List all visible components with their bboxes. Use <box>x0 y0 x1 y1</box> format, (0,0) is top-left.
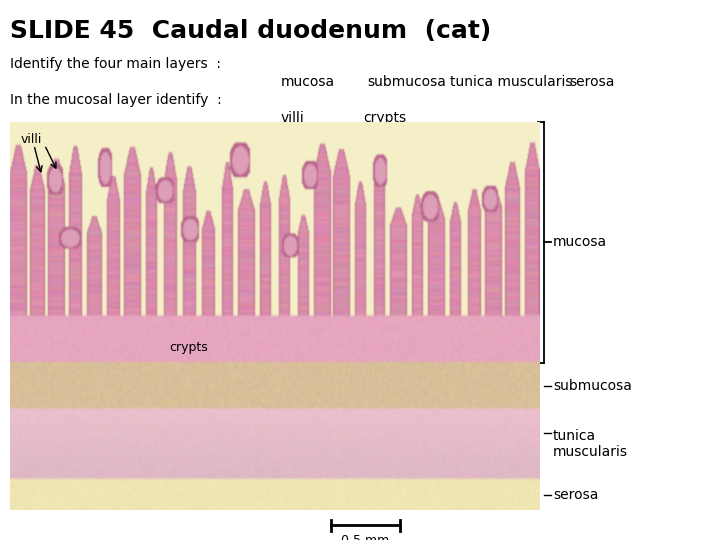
Text: submucosa: submucosa <box>553 379 632 393</box>
Text: Identify the four main layers  :: Identify the four main layers : <box>10 57 221 71</box>
Text: SLIDE 45  Caudal duodenum  (cat): SLIDE 45 Caudal duodenum (cat) <box>10 19 491 43</box>
Text: crypts: crypts <box>364 111 407 125</box>
Text: tunica
muscularis: tunica muscularis <box>553 429 628 460</box>
Text: In the mucosal layer identify  :: In the mucosal layer identify : <box>10 93 222 107</box>
Text: crypts: crypts <box>169 341 208 354</box>
Text: tunica muscularis: tunica muscularis <box>450 75 572 89</box>
Text: submucosa: submucosa <box>367 75 446 89</box>
Text: serosa: serosa <box>569 75 614 89</box>
Text: mucosa: mucosa <box>281 75 335 89</box>
Text: villi: villi <box>21 133 42 146</box>
Text: serosa: serosa <box>553 488 598 502</box>
Text: mucosa: mucosa <box>553 235 607 249</box>
Text: villi: villi <box>281 111 305 125</box>
Text: 0.5 mm: 0.5 mm <box>341 534 390 540</box>
